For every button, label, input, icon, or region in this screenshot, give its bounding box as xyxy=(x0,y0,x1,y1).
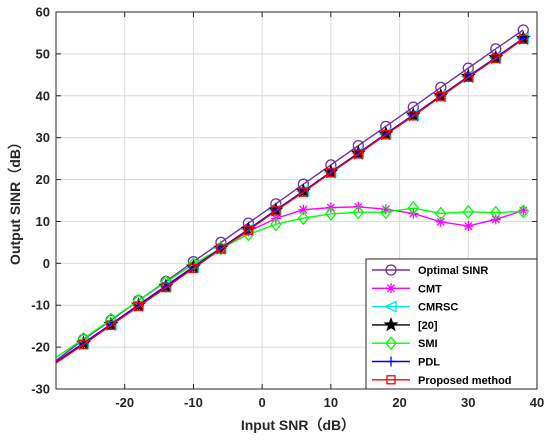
x-tick-label: 0 xyxy=(259,395,266,410)
data-point xyxy=(78,339,89,350)
legend-marker xyxy=(386,283,396,294)
y-tick-label: 10 xyxy=(36,214,50,229)
legend-marker xyxy=(385,264,397,276)
data-point xyxy=(436,91,446,102)
legend-item: [20] xyxy=(372,316,438,332)
x-axis-label: Input SNR（dB） xyxy=(241,417,355,433)
y-axis-label: Output SINR（dB） xyxy=(7,135,23,265)
y-tick-label: -30 xyxy=(31,382,50,397)
data-point xyxy=(271,206,281,216)
x-tick-label: -10 xyxy=(184,395,203,410)
y-tick-label: -20 xyxy=(31,340,50,355)
data-point xyxy=(216,244,226,254)
data-point xyxy=(463,221,474,232)
legend-item: Optimal SINR xyxy=(372,264,488,277)
axes: -20 -10 0 10 20 30 40 -30 -20 -10 0 10 20 30 40 50 60 xyxy=(31,5,544,411)
data-point xyxy=(462,204,475,219)
x-tick-label: -20 xyxy=(115,395,134,410)
legend-item: SMI xyxy=(372,336,438,351)
y-tick-label: 0 xyxy=(43,256,50,271)
x-tick-label: 30 xyxy=(461,395,475,410)
data-point xyxy=(435,216,446,227)
data-point xyxy=(517,204,530,219)
x-tick-label: 40 xyxy=(530,395,544,410)
data-point xyxy=(298,204,309,215)
legend-marker xyxy=(386,356,396,367)
data-point xyxy=(297,211,310,226)
data-point xyxy=(161,282,171,293)
legend-marker xyxy=(385,336,397,351)
x-tick-label: 10 xyxy=(324,395,338,410)
legend-label: [20] xyxy=(418,320,438,332)
data-point xyxy=(518,34,528,44)
data-point xyxy=(408,111,418,121)
series-proposed-method xyxy=(55,34,528,364)
data-point xyxy=(463,72,473,82)
data-point xyxy=(381,130,391,140)
data-point xyxy=(325,206,337,221)
plot-frame xyxy=(55,11,538,390)
y-tick-label: -10 xyxy=(31,298,50,313)
legend-label: CMT xyxy=(418,283,442,295)
data-point xyxy=(106,320,116,330)
legend-label: Optimal SINR xyxy=(418,265,488,277)
y-tick-label: 40 xyxy=(36,88,50,103)
data-point xyxy=(352,205,365,220)
legend-marker xyxy=(383,300,397,313)
data-point xyxy=(326,168,336,178)
data-point xyxy=(407,201,420,216)
legend-item: Proposed method xyxy=(372,375,512,387)
legend-label: SMI xyxy=(418,338,438,350)
data-point xyxy=(379,205,392,220)
legend-marker xyxy=(383,316,399,332)
y-tick-label: 30 xyxy=(36,130,50,145)
data-point xyxy=(353,149,363,159)
legend-item: PDL xyxy=(372,356,440,369)
data-point xyxy=(133,301,144,312)
legend-label: CMRSC xyxy=(418,302,458,314)
legend-label: PDL xyxy=(418,357,440,369)
data-point xyxy=(434,206,447,221)
series-layer xyxy=(55,24,531,364)
legend-item: CMRSC xyxy=(372,300,458,314)
legend: Optimal SINR CMT CMRSC [20] SMI PDL Proposed m… xyxy=(365,258,538,390)
data-point xyxy=(298,187,309,197)
y-tick-label: 60 xyxy=(36,5,50,20)
legend-item: CMT xyxy=(372,283,442,295)
data-point xyxy=(489,205,502,220)
data-point xyxy=(380,204,391,215)
data-point xyxy=(270,217,282,232)
legend-marker xyxy=(386,375,396,385)
y-tick-label: 20 xyxy=(36,172,50,187)
data-point xyxy=(243,225,254,235)
legend-label: Proposed method xyxy=(418,375,512,387)
data-point xyxy=(491,53,501,64)
data-point xyxy=(518,205,529,216)
data-point xyxy=(188,263,199,274)
x-tick-label: 20 xyxy=(392,395,406,410)
y-tick-label: 50 xyxy=(36,46,50,61)
